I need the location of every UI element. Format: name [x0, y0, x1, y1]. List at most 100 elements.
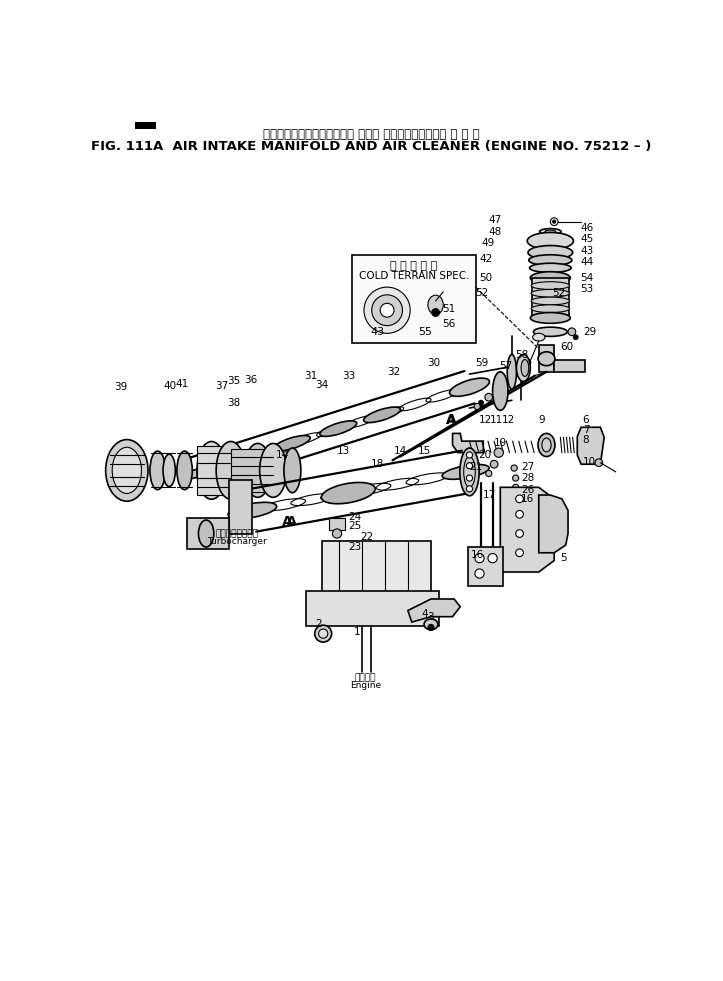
Ellipse shape [528, 245, 573, 259]
Circle shape [486, 470, 492, 477]
Text: 60: 60 [560, 342, 573, 352]
Ellipse shape [492, 372, 508, 410]
Ellipse shape [538, 434, 555, 456]
Ellipse shape [284, 448, 301, 492]
Text: 寒 冷 地 仕 様: 寒 冷 地 仕 様 [390, 261, 437, 271]
Circle shape [513, 485, 519, 490]
Ellipse shape [516, 354, 530, 382]
Text: Engine: Engine [350, 682, 381, 691]
Text: 33: 33 [343, 371, 356, 381]
Circle shape [511, 465, 517, 471]
Ellipse shape [227, 450, 264, 466]
Text: 50: 50 [479, 273, 492, 283]
Circle shape [550, 218, 558, 226]
Ellipse shape [177, 451, 192, 490]
Ellipse shape [198, 520, 214, 547]
Polygon shape [577, 428, 604, 464]
Ellipse shape [380, 303, 394, 317]
Polygon shape [555, 360, 585, 372]
Ellipse shape [508, 354, 516, 389]
Text: 16: 16 [521, 493, 534, 504]
Ellipse shape [460, 448, 479, 495]
Text: 12: 12 [502, 415, 515, 426]
Ellipse shape [150, 451, 166, 490]
Text: 16: 16 [471, 550, 484, 560]
Text: 24: 24 [348, 511, 362, 522]
Circle shape [474, 403, 480, 409]
Text: 31: 31 [304, 371, 317, 381]
Circle shape [466, 452, 473, 458]
Circle shape [582, 431, 588, 437]
Circle shape [432, 309, 440, 317]
Text: 28: 28 [521, 473, 534, 483]
Circle shape [466, 475, 473, 481]
Circle shape [583, 440, 587, 445]
Circle shape [490, 460, 498, 468]
Polygon shape [453, 434, 484, 452]
Circle shape [515, 510, 523, 518]
Ellipse shape [372, 295, 403, 326]
Text: 35: 35 [227, 376, 240, 387]
Text: 8: 8 [583, 436, 589, 445]
Ellipse shape [534, 327, 568, 336]
Polygon shape [539, 495, 568, 552]
Polygon shape [231, 449, 273, 491]
Text: 19: 19 [494, 439, 508, 448]
Text: 13: 13 [337, 446, 350, 456]
Text: 12: 12 [479, 415, 492, 426]
Ellipse shape [244, 443, 271, 497]
Ellipse shape [531, 289, 570, 297]
Text: 14: 14 [394, 446, 407, 456]
Ellipse shape [228, 502, 277, 519]
Text: A: A [282, 515, 292, 529]
Circle shape [466, 463, 473, 469]
Text: 58: 58 [515, 350, 529, 360]
Circle shape [479, 400, 484, 405]
Text: 36: 36 [244, 375, 257, 385]
Text: 52: 52 [552, 288, 566, 298]
Ellipse shape [428, 295, 443, 315]
Polygon shape [539, 345, 555, 372]
Text: エアーインテークマニホルド および エアークリーナ　適 用 号 機: エアーインテークマニホルド および エアークリーナ 適 用 号 機 [262, 129, 479, 141]
Text: 39: 39 [114, 383, 127, 392]
Ellipse shape [364, 407, 401, 423]
Text: 54: 54 [581, 273, 594, 283]
Text: 48: 48 [489, 227, 502, 236]
Text: FIG. 111A  AIR INTAKE MANIFOLD AND AIR CLEANER (ENGINE NO. 75212 – ): FIG. 111A AIR INTAKE MANIFOLD AND AIR CL… [90, 140, 651, 153]
Text: 49: 49 [481, 238, 495, 248]
Polygon shape [408, 599, 461, 622]
Text: 2: 2 [315, 619, 322, 630]
Text: A: A [445, 414, 455, 427]
Circle shape [552, 220, 556, 224]
Circle shape [466, 486, 473, 491]
Circle shape [494, 448, 503, 457]
Ellipse shape [442, 465, 489, 480]
Text: 15: 15 [418, 446, 431, 456]
Text: 55: 55 [419, 327, 432, 336]
Text: 17: 17 [482, 490, 496, 500]
Text: 1: 1 [354, 627, 361, 637]
Circle shape [585, 448, 589, 452]
Ellipse shape [521, 359, 529, 377]
Circle shape [568, 328, 576, 336]
Text: 11: 11 [490, 415, 503, 426]
Text: 22: 22 [360, 533, 373, 542]
Circle shape [485, 393, 492, 401]
Text: 14: 14 [275, 450, 288, 460]
Ellipse shape [163, 454, 176, 487]
Ellipse shape [533, 334, 545, 341]
Text: A: A [446, 413, 457, 428]
Text: 44: 44 [581, 257, 594, 268]
Text: 10: 10 [583, 457, 596, 467]
Text: 51: 51 [442, 304, 455, 314]
Text: 42: 42 [479, 254, 493, 264]
Text: 57: 57 [499, 361, 512, 372]
Text: 34: 34 [315, 380, 329, 389]
Text: 4: 4 [421, 609, 427, 619]
Polygon shape [229, 480, 252, 534]
Text: 29: 29 [583, 327, 596, 336]
Text: 6: 6 [583, 415, 589, 426]
Text: 5: 5 [560, 553, 567, 563]
Text: 25: 25 [348, 521, 362, 531]
Ellipse shape [321, 483, 375, 503]
